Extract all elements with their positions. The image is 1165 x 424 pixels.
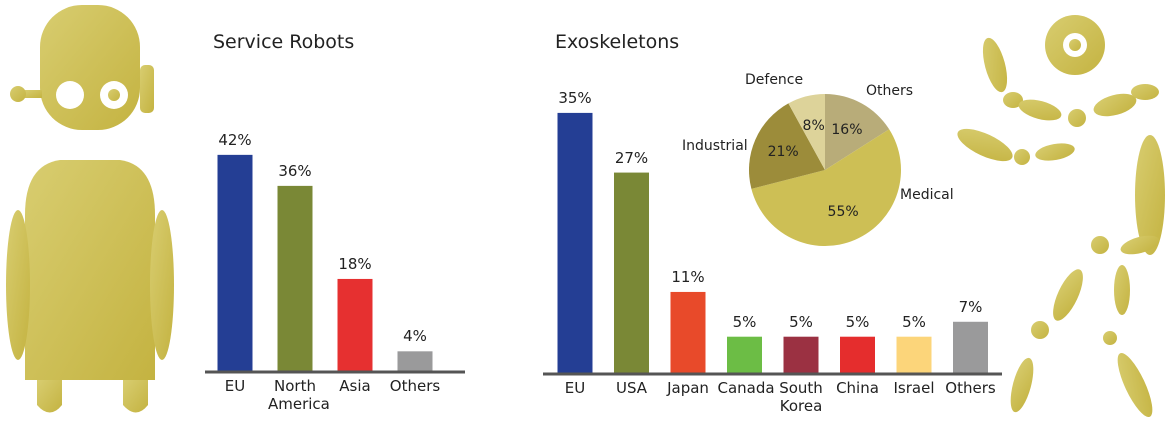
slice-label: Defence [745, 72, 804, 88]
category-label: China [836, 379, 879, 397]
bar [614, 172, 649, 374]
value-label: 18% [338, 254, 372, 273]
value-label: 27% [614, 148, 649, 167]
value-label: 4% [403, 327, 427, 346]
bar [277, 185, 313, 372]
category-label: EU [564, 379, 586, 397]
slice-value-label: 16% [831, 122, 863, 139]
bar [337, 278, 373, 372]
pie-slice [751, 129, 902, 246]
category-label: North America [268, 377, 330, 413]
category-label: Israel [893, 379, 935, 397]
value-label: 5% [789, 312, 813, 331]
bar [557, 112, 593, 375]
chart-title: Exoskeletons [555, 31, 680, 53]
pie-slice [749, 103, 825, 189]
bar [953, 321, 988, 374]
bar [896, 336, 932, 374]
category-label: South Korea [779, 379, 823, 415]
category-label: USA [615, 379, 648, 397]
bar [783, 336, 819, 374]
value-label: 5% [732, 312, 757, 331]
right-robot [957, 15, 1165, 418]
category-label: Others [945, 379, 996, 397]
slice-value-label: 55% [827, 203, 859, 220]
slice-label: Medical [900, 187, 954, 203]
value-label: 5% [902, 312, 926, 331]
category-label: Asia [339, 377, 371, 395]
value-label: 7% [958, 297, 983, 316]
chart-title: Service Robots [213, 31, 355, 53]
value-label: 42% [218, 130, 252, 149]
value-label: 36% [278, 161, 312, 180]
category-label: Others [389, 377, 441, 395]
bar [670, 291, 706, 374]
category-label: EU [224, 377, 246, 395]
bar [217, 154, 253, 372]
value-label: 11% [671, 267, 705, 286]
slice-value-label: 21% [767, 143, 799, 160]
left-robot [6, 5, 174, 413]
value-label: 5% [845, 312, 870, 331]
bar [397, 351, 433, 372]
bar [840, 336, 875, 374]
slice-label: Industrial [682, 138, 748, 154]
pie-slice [788, 94, 825, 170]
slice-value-label: 8% [802, 117, 825, 134]
bar [727, 336, 762, 374]
category-label: Canada [717, 379, 775, 397]
pie-slice [825, 94, 890, 170]
category-label: Japan [667, 379, 709, 397]
slice-label: Others [866, 83, 914, 99]
value-label: 35% [558, 88, 592, 107]
